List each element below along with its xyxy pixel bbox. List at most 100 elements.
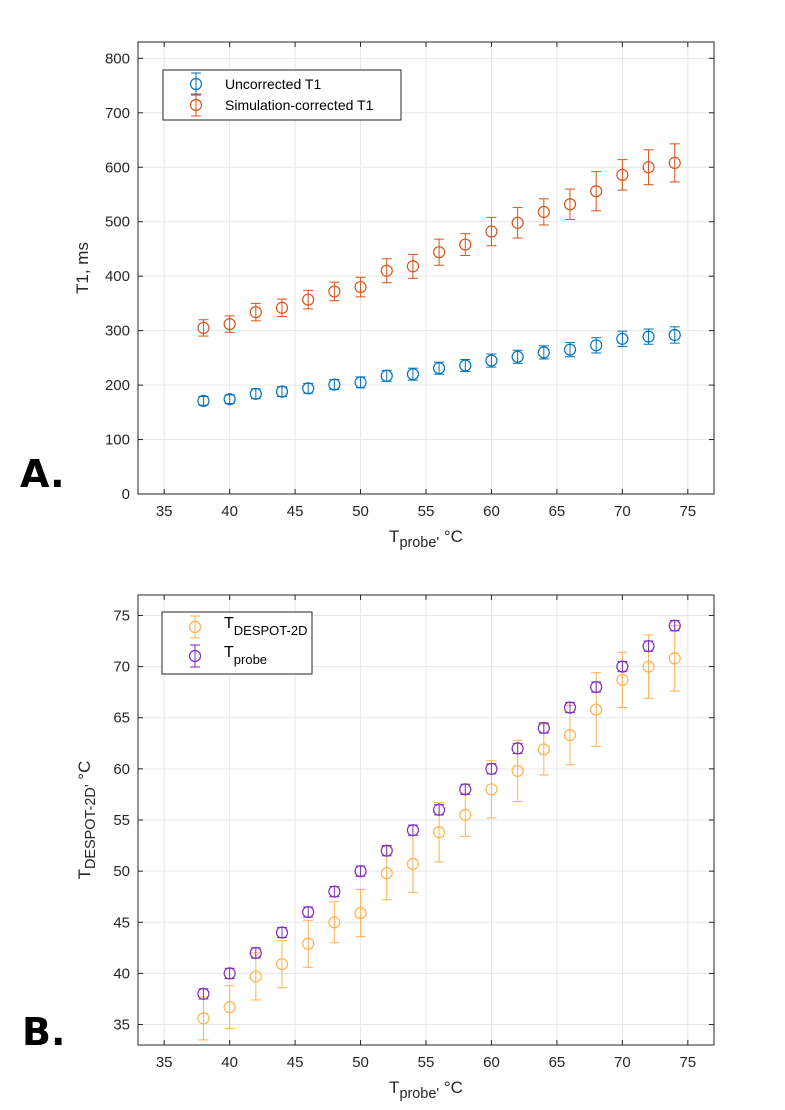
chart-b-x-tick-label: 65	[549, 1054, 566, 1071]
chart-b-marker	[380, 867, 393, 880]
chart-b-marker	[616, 673, 629, 686]
chart-b-marker	[354, 906, 367, 920]
chart-a-series-1	[197, 326, 681, 407]
chart-b-y-tick-label: 35	[113, 1017, 130, 1034]
chart-b-x-axis-label: Tprobe' °C	[389, 1078, 463, 1102]
chart-a-data-point	[537, 345, 550, 360]
chart-b-marker	[432, 826, 446, 839]
chart-b-marker	[485, 783, 498, 796]
chart-a-y-tick-label: 300	[105, 323, 130, 340]
chart-a-marker	[485, 225, 498, 238]
chart-a-x-tick-label: 35	[156, 503, 173, 520]
chart-b-y-tick-label: 65	[113, 710, 130, 727]
chart-a-marker	[432, 246, 446, 259]
chart-b-data-point	[563, 704, 577, 766]
chart-b-marker	[537, 721, 550, 735]
chart-a-marker	[223, 317, 236, 331]
chart-a-marker	[249, 387, 262, 400]
chart-a-y-tick-label: 400	[105, 268, 130, 285]
chart-b-x-axis-label-unit: °C	[439, 1078, 463, 1097]
chart-a-marker	[616, 332, 629, 345]
chart-b-legend-label-sub: DESPOT-2D	[234, 623, 308, 638]
chart-b-marker	[642, 640, 655, 653]
chart-b-data-point	[537, 721, 550, 735]
chart-a-data-point	[616, 330, 629, 347]
chart-b-y-tick-label: 60	[113, 761, 130, 778]
chart-b-data-point	[616, 660, 629, 673]
chart-a-legend-marker	[189, 77, 203, 91]
chart-b-x-tick-label: 70	[614, 1054, 631, 1071]
chart-a-marker	[485, 354, 498, 367]
chart-a-data-point	[302, 289, 315, 310]
chart-a-data-point	[302, 382, 315, 395]
chart-b-x-tick-label: 55	[418, 1054, 435, 1071]
chart-b-data-point	[249, 946, 262, 960]
chart-b-legend-label-main: T	[224, 644, 234, 661]
chart-b-data-point	[275, 926, 289, 939]
chart-a-x-axis-label-main: T	[389, 527, 399, 546]
panel-label-b: B.	[22, 1010, 66, 1054]
chart-a-legend-marker	[189, 98, 203, 112]
chart-b-legend-label: Tprobe	[224, 644, 267, 667]
chart-b-marker	[590, 703, 603, 716]
chart-b-legend: TDESPOT-2D Tprobe	[161, 611, 313, 675]
chart-a-marker	[328, 378, 341, 391]
chart-b-y-tick-label: 40	[113, 965, 130, 982]
panel-label-a: A.	[20, 452, 65, 496]
chart-a-series-2	[197, 143, 681, 337]
chart-a-data-point	[223, 315, 236, 333]
chart-b-marker	[223, 1001, 236, 1014]
chart-a-data-point	[432, 361, 446, 375]
chart-b-marker	[459, 808, 472, 821]
chart-a-marker	[537, 205, 550, 219]
chart-a-x-tick-label: 55	[418, 503, 435, 520]
chart-b-marker	[354, 865, 367, 878]
chart-a-marker	[537, 346, 550, 359]
chart-a-x-tick-label: 70	[614, 503, 631, 520]
chart-b-marker	[563, 701, 577, 714]
chart-b-marker	[642, 660, 655, 673]
chart-a-data-point	[249, 302, 262, 322]
chart-a-data-point	[537, 198, 550, 226]
chart-a-y-tick-label: 200	[105, 377, 130, 394]
chart-b-x-tick-label: 35	[156, 1054, 173, 1071]
chart-b-marker	[197, 1012, 210, 1025]
chart-a-data-point	[590, 171, 603, 212]
chart-a-marker	[302, 293, 315, 306]
chart-b-y-tick-label: 45	[113, 914, 130, 931]
chart-b-data-point	[432, 803, 446, 816]
chart-a-y-tick-label: 700	[105, 105, 130, 122]
chart-a-x-tick-label: 40	[221, 503, 238, 520]
chart-a-marker	[563, 198, 577, 211]
chart-a-marker	[197, 394, 210, 407]
chart-a-data-point	[275, 385, 289, 398]
chart-b-marker	[537, 743, 550, 756]
chart-b-data-point	[642, 640, 655, 653]
chart-b-marker	[249, 946, 262, 960]
chart-b-y-tick-label: 70	[113, 659, 130, 676]
chart-a-x-tick-label: 45	[287, 503, 304, 520]
chart-b-legend-label-sub: probe	[234, 652, 267, 667]
chart-b-y-tick-label: 55	[113, 812, 130, 829]
chart-b-data-point	[563, 701, 577, 714]
chart-a-marker	[511, 216, 524, 229]
chart-a-marker	[668, 328, 681, 342]
chart-b-marker	[275, 958, 289, 971]
chart-a-y-tick-label: 600	[105, 159, 130, 176]
chart-a-x-tick-label: 60	[483, 503, 500, 520]
chart-a-y-tick-label: 100	[105, 432, 130, 449]
chart-b-marker	[380, 844, 393, 857]
chart-b-data-point	[328, 901, 341, 944]
chart-b-x-axis-label-main: T	[389, 1078, 399, 1097]
chart-b-marker	[616, 660, 629, 673]
chart-a-data-point	[563, 342, 577, 358]
chart-b-marker	[432, 803, 446, 816]
chart-b-data-point	[511, 742, 524, 755]
chart-a-y-tick-label: 500	[105, 214, 130, 231]
chart-a-marker	[406, 260, 420, 273]
chart-b-data-point	[354, 889, 367, 938]
chart-a-marker	[380, 264, 393, 277]
chart-a-marker	[380, 369, 393, 382]
chart-a-marker	[590, 185, 603, 198]
chart-a-legend-box	[162, 69, 402, 121]
